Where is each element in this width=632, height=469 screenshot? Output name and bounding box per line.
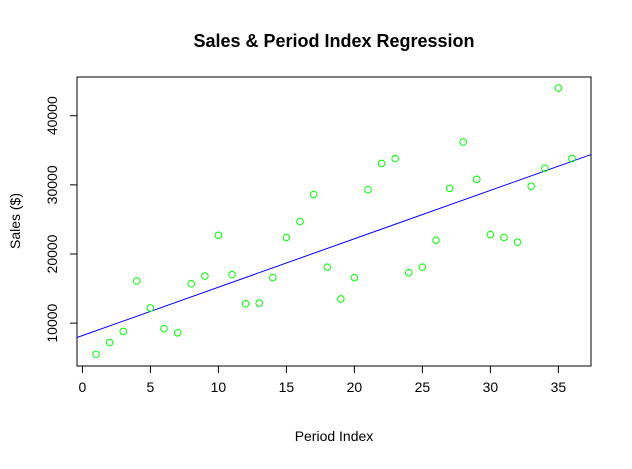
data-point: [309, 190, 318, 199]
x-tick-label: 15: [279, 379, 295, 395]
x-tick-label: 25: [415, 379, 431, 395]
data-point: [269, 273, 277, 282]
x-axis-label: Period Index: [295, 428, 374, 444]
data-point: [364, 185, 372, 194]
chart-title: Sales & Period Index Regression: [193, 31, 474, 51]
y-axis-label: Sales ($): [7, 193, 23, 249]
regression-line: [76, 154, 592, 338]
data-point: [92, 350, 100, 359]
x-tick-label: 0: [79, 379, 87, 395]
data-point: [459, 138, 467, 146]
data-point: [527, 182, 535, 191]
data-point: [187, 279, 196, 288]
data-point: [500, 233, 508, 242]
data-point: [486, 230, 495, 239]
y-tick-label: 20000: [44, 234, 60, 273]
data-point: [432, 236, 440, 244]
data-point: [404, 268, 413, 277]
x-tick-label: 20: [347, 379, 363, 395]
data-point: [540, 164, 549, 173]
y-tick-label: 30000: [44, 165, 60, 204]
x-tick-label: 35: [551, 379, 567, 395]
data-point: [554, 84, 563, 92]
y-tick-label: 40000: [44, 96, 60, 135]
data-point: [350, 273, 359, 282]
y-axis: 10000 20000 30000 40000: [44, 96, 78, 343]
x-tick-label: 10: [211, 379, 227, 395]
x-tick-label: 5: [147, 379, 155, 395]
regression-layer: [76, 154, 592, 338]
data-point: [105, 338, 114, 347]
data-point: [418, 263, 427, 271]
x-tick-label: 30: [483, 379, 499, 395]
points-layer: [92, 84, 576, 359]
data-point: [336, 295, 345, 303]
data-point: [472, 175, 481, 184]
data-point: [214, 231, 223, 240]
data-point: [160, 324, 168, 333]
data-point: [377, 159, 386, 168]
data-point: [146, 304, 155, 312]
data-point: [296, 217, 304, 226]
data-point: [228, 270, 236, 279]
data-point: [445, 184, 454, 193]
data-point: [241, 299, 250, 308]
x-axis: 0 5 10 15 20 25 30 35: [79, 365, 567, 395]
data-point: [568, 154, 576, 163]
y-tick-label: 10000: [44, 303, 60, 342]
plot-frame: [76, 76, 592, 367]
data-point: [201, 272, 209, 280]
data-point: [133, 277, 141, 285]
data-point: [323, 263, 332, 271]
data-point: [173, 329, 182, 337]
data-point: [119, 327, 128, 336]
data-point: [255, 299, 264, 307]
data-point: [282, 233, 291, 242]
data-point: [391, 154, 399, 163]
data-point: [513, 238, 522, 247]
